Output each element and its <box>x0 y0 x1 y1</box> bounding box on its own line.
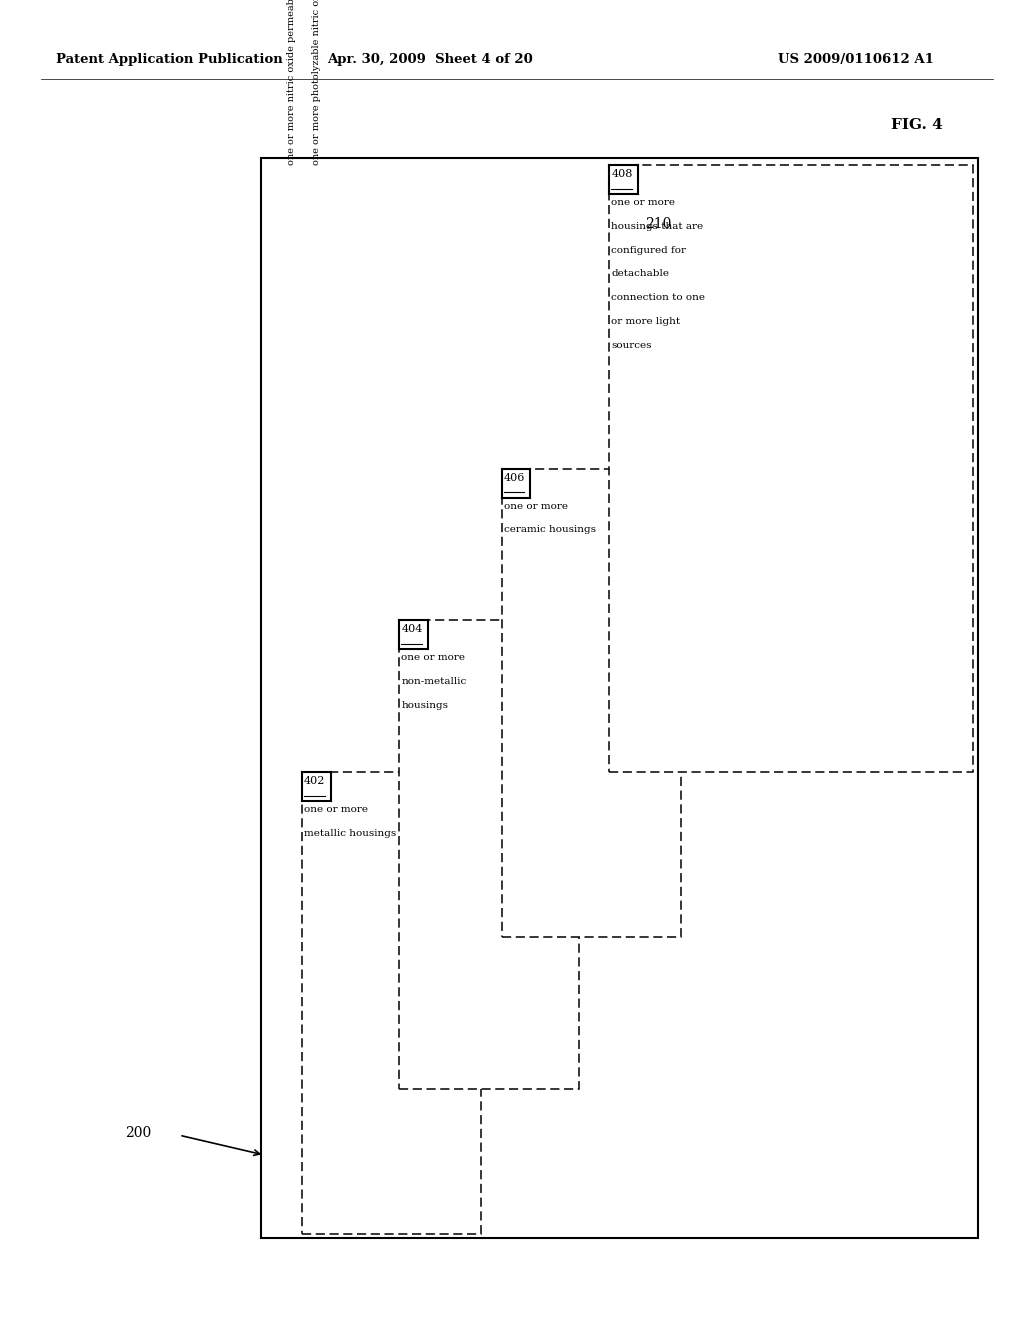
Text: 200: 200 <box>125 1126 152 1139</box>
Text: US 2009/0110612 A1: US 2009/0110612 A1 <box>778 53 934 66</box>
Text: Apr. 30, 2009  Sheet 4 of 20: Apr. 30, 2009 Sheet 4 of 20 <box>328 53 532 66</box>
Text: one or more: one or more <box>504 502 567 511</box>
Text: FIG. 4: FIG. 4 <box>891 117 943 132</box>
Text: one or more: one or more <box>304 805 369 814</box>
Text: 404: 404 <box>401 624 423 635</box>
Text: connection to one: connection to one <box>611 293 706 302</box>
Text: one or more nitric oxide permeable housings that are configured to facilitate re: one or more nitric oxide permeable housi… <box>287 0 296 165</box>
Text: 406: 406 <box>504 473 525 483</box>
Text: housings that are: housings that are <box>611 222 703 231</box>
Text: sources: sources <box>611 341 652 350</box>
Text: metallic housings: metallic housings <box>304 829 396 838</box>
Text: 210: 210 <box>645 218 672 231</box>
Text: 402: 402 <box>304 776 326 787</box>
Text: one or more: one or more <box>611 198 676 207</box>
Text: detachable: detachable <box>611 269 670 279</box>
Text: Patent Application Publication: Patent Application Publication <box>56 53 283 66</box>
Text: or more light: or more light <box>611 317 681 326</box>
Text: one or more: one or more <box>401 653 465 663</box>
Text: one or more photolyzable nitric oxide donors within the one or more nitric oxide: one or more photolyzable nitric oxide do… <box>312 0 322 165</box>
Text: non-metallic: non-metallic <box>401 677 467 686</box>
Text: housings: housings <box>401 701 449 710</box>
Text: configured for: configured for <box>611 246 686 255</box>
Text: ceramic housings: ceramic housings <box>504 525 596 535</box>
Text: 408: 408 <box>611 169 633 180</box>
